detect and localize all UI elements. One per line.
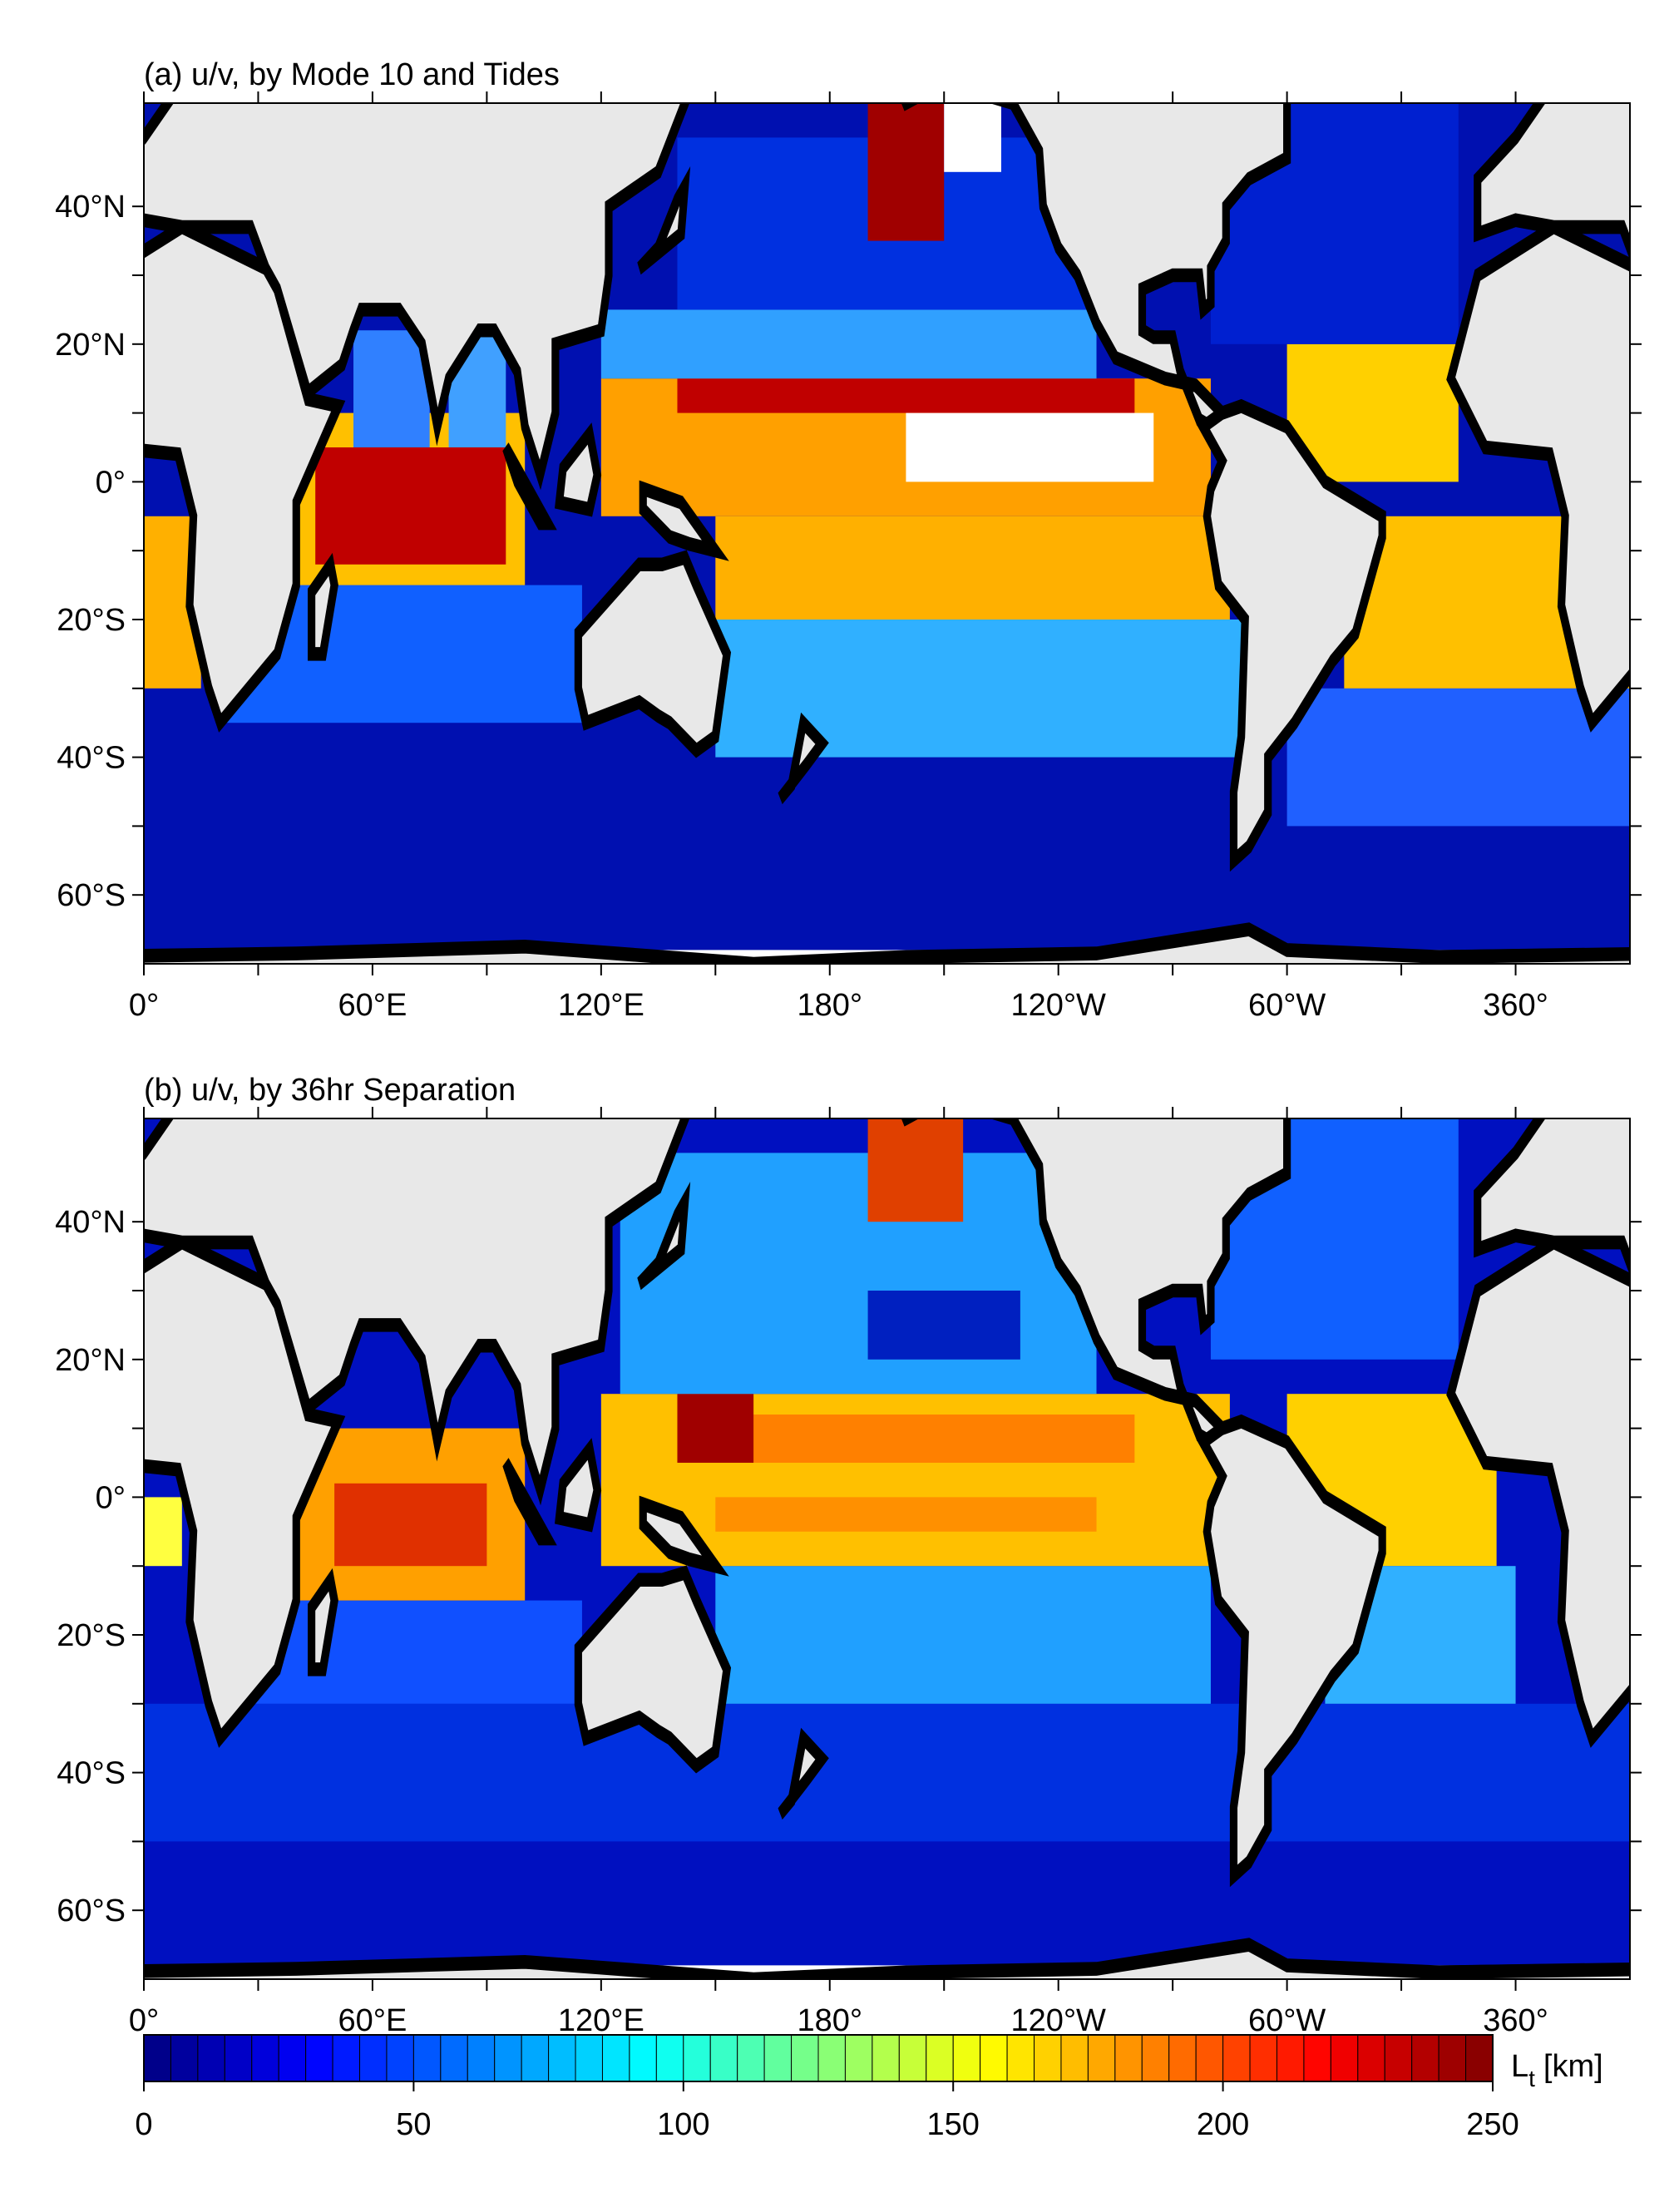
colorbar-label-symbol: L xyxy=(1511,2049,1528,2084)
colorbar-tick-label: 200 xyxy=(1197,2107,1249,2142)
x-tick-label: 60°W xyxy=(1248,988,1326,1023)
y-tick-label: 20°N xyxy=(55,1343,126,1378)
colorbar-tick-label: 0 xyxy=(135,2107,152,2142)
x-tick-label: 0° xyxy=(129,988,159,1023)
colorbar-cell xyxy=(224,2034,253,2082)
colorbar-cell xyxy=(1195,2034,1224,2082)
colorbar-cell xyxy=(1114,2034,1143,2082)
colorbar-cell xyxy=(1006,2034,1035,2082)
colorbar-cell xyxy=(1384,2034,1413,2082)
colorbar-cell xyxy=(629,2034,657,2082)
colorbar-cell xyxy=(655,2034,684,2082)
x-tick-label: 60°E xyxy=(338,988,407,1023)
x-tick-label: 120°W xyxy=(1010,988,1106,1023)
colorbar-cell xyxy=(791,2034,819,2082)
colorbar-cell xyxy=(143,2034,171,2082)
colorbar-cell xyxy=(1276,2034,1305,2082)
y-tick-label: 0° xyxy=(96,1480,126,1515)
colorbar-cell xyxy=(1411,2034,1439,2082)
colorbar-tick-label: 100 xyxy=(657,2107,709,2142)
colorbar-cell xyxy=(1060,2034,1089,2082)
colorbar-cell xyxy=(197,2034,225,2082)
colorbar-cell xyxy=(467,2034,496,2082)
colorbar-cell xyxy=(1357,2034,1385,2082)
y-tick-label: 40°S xyxy=(57,741,126,776)
colorbar-cell xyxy=(763,2034,793,2082)
colorbar-tick-label: 150 xyxy=(926,2107,979,2142)
colorbar-frame xyxy=(143,2034,1494,2082)
colorbar-cell xyxy=(1438,2034,1467,2082)
colorbar-cell xyxy=(386,2034,414,2082)
plot-frame xyxy=(143,102,1631,965)
y-tick-label: 0° xyxy=(96,465,126,500)
y-tick-label: 60°S xyxy=(57,1894,126,1928)
colorbar-cell xyxy=(251,2034,279,2082)
colorbar-cell xyxy=(926,2034,954,2082)
y-tick-label: 60°S xyxy=(57,878,126,913)
colorbar-label-subscript: t xyxy=(1528,2066,1535,2091)
x-tick-label: 180° xyxy=(797,988,862,1023)
colorbar-cell xyxy=(1087,2034,1116,2082)
colorbar-cell xyxy=(1034,2034,1062,2082)
colorbar-cell xyxy=(575,2034,603,2082)
colorbar-label-unit: [km] xyxy=(1543,2049,1603,2084)
colorbar-cell xyxy=(1303,2034,1331,2082)
colorbar-cell xyxy=(1465,2034,1494,2082)
colorbar-label: Lt [km] xyxy=(1511,2049,1603,2091)
x-tick-label: 120°E xyxy=(558,2003,644,2038)
colorbar-cell xyxy=(952,2034,981,2082)
colorbar-cell xyxy=(494,2034,522,2082)
map xyxy=(144,1118,1630,1979)
colorbar-cell xyxy=(548,2034,576,2082)
x-tick-label: 120°W xyxy=(1010,2003,1106,2038)
y-tick-label: 20°S xyxy=(57,603,126,638)
x-tick-label: 360° xyxy=(1483,2003,1548,2038)
y-tick-label: 40°N xyxy=(55,1205,126,1240)
x-tick-label: 60°W xyxy=(1248,2003,1326,2038)
colorbar-cell xyxy=(683,2034,711,2082)
colorbar-tick-label: 50 xyxy=(396,2107,431,2142)
map xyxy=(144,103,1630,964)
colorbar-tick-label: 250 xyxy=(1466,2107,1519,2142)
colorbar-cell xyxy=(1168,2034,1197,2082)
colorbar-cell xyxy=(601,2034,630,2082)
colorbar-cell xyxy=(1249,2034,1277,2082)
colorbar-cell xyxy=(278,2034,307,2082)
x-tick-label: 360° xyxy=(1483,988,1548,1023)
colorbar-cell xyxy=(170,2034,199,2082)
x-tick-label: 120°E xyxy=(558,988,644,1023)
colorbar-cell xyxy=(844,2034,873,2082)
y-tick-label: 20°S xyxy=(57,1618,126,1653)
colorbar-cell xyxy=(359,2034,388,2082)
colorbar-cell xyxy=(521,2034,550,2082)
plot-frame xyxy=(143,1118,1631,1980)
colorbar-cell xyxy=(709,2034,738,2082)
y-tick-label: 40°S xyxy=(57,1756,126,1791)
colorbar-cell xyxy=(1222,2034,1251,2082)
colorbar-cell xyxy=(1330,2034,1359,2082)
colorbar-cell xyxy=(980,2034,1008,2082)
colorbar-cell xyxy=(305,2034,333,2082)
x-tick-label: 60°E xyxy=(338,2003,407,2038)
colorbar-cell xyxy=(817,2034,846,2082)
colorbar-cell xyxy=(898,2034,927,2082)
x-tick-label: 180° xyxy=(797,2003,862,2038)
colorbar-cell xyxy=(872,2034,900,2082)
y-tick-label: 40°N xyxy=(55,190,126,225)
colorbar-cell xyxy=(1141,2034,1170,2082)
y-tick-label: 20°N xyxy=(55,328,126,363)
colorbar-cell xyxy=(440,2034,468,2082)
panel-title: (a) u/v, by Mode 10 and Tides xyxy=(144,57,560,92)
x-tick-label: 0° xyxy=(129,2003,159,2038)
colorbar-cell xyxy=(412,2034,442,2082)
panel-title: (b) u/v, by 36hr Separation xyxy=(144,1073,516,1108)
colorbar-cell xyxy=(737,2034,765,2082)
colorbar-cell xyxy=(332,2034,361,2082)
